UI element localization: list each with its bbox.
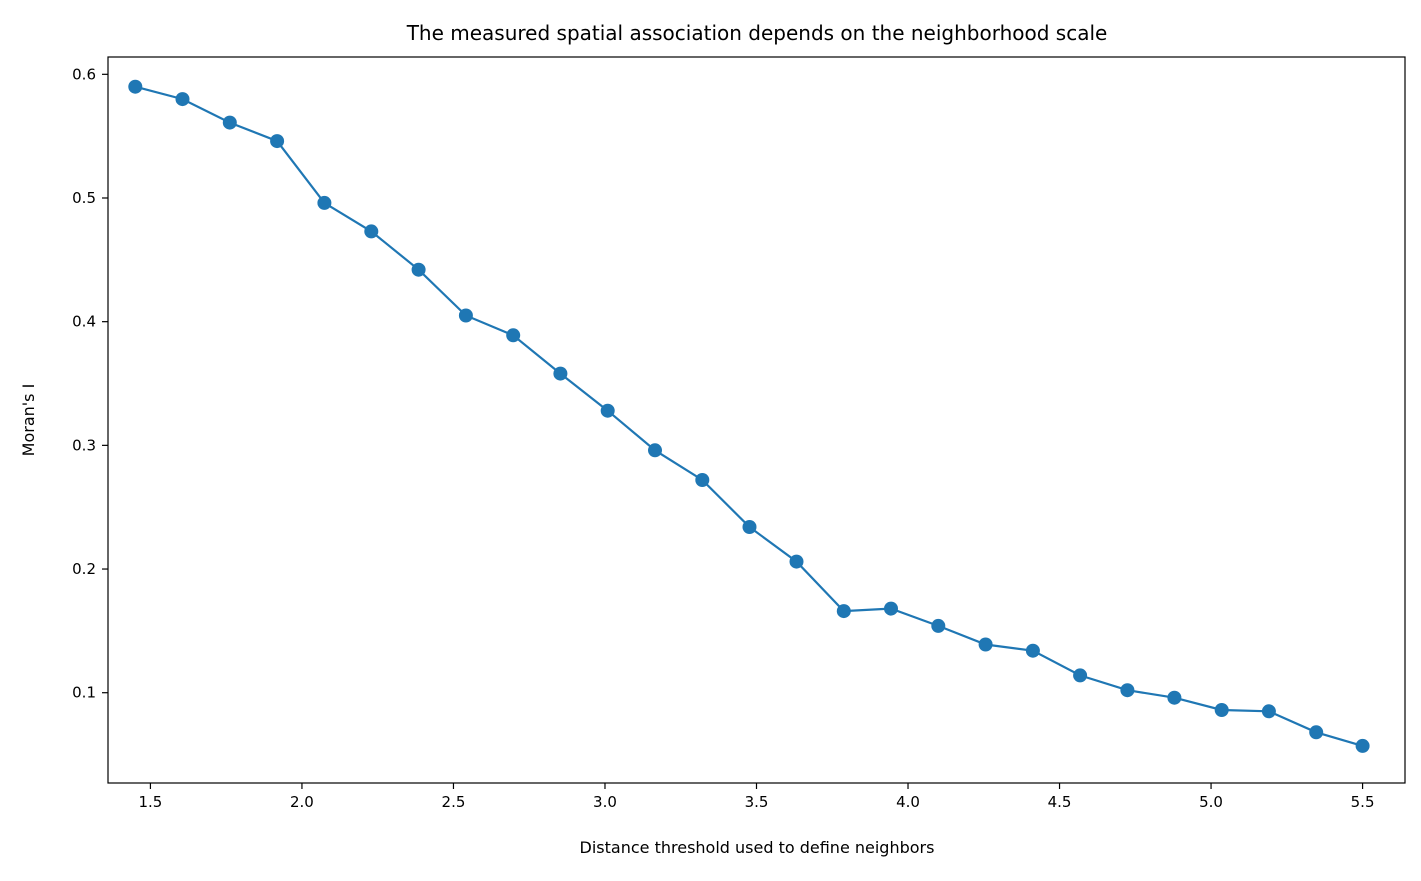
plot-area-frame (107, 56, 1406, 784)
data-point (411, 262, 426, 277)
x-axis-ticks: 1.5 2.0 2.5 3.0 3.5 4.0 4.5 5.0 5.5 (138, 783, 1375, 811)
data-point (128, 79, 143, 94)
data-point (1309, 725, 1324, 740)
y-tick-label: 0.6 (72, 65, 96, 83)
y-tick-label: 0.3 (72, 436, 96, 454)
data-point (695, 473, 710, 487)
y-axis-ticks: 0.1 0.2 0.3 0.4 0.5 0.6 (72, 65, 108, 702)
x-tick-label: 2.0 (290, 793, 314, 811)
x-tick-label: 5.0 (1199, 793, 1223, 811)
x-tick-label: 4.5 (1048, 793, 1072, 811)
x-tick-label: 1.5 (138, 793, 162, 811)
y-tick-label: 0.5 (72, 189, 96, 207)
x-tick-label: 3.0 (593, 793, 617, 811)
data-point (648, 443, 662, 458)
x-tick-label: 3.5 (745, 793, 769, 811)
data-point (600, 403, 615, 418)
y-axis-label: Moran's I (19, 384, 38, 457)
data-point (364, 224, 379, 239)
data-point (1261, 704, 1276, 719)
y-tick-label: 0.1 (72, 684, 96, 702)
y-tick-label: 0.2 (72, 560, 96, 578)
chart-title: The measured spatial association depends… (406, 21, 1108, 45)
data-point (175, 92, 190, 107)
data-point (789, 554, 804, 569)
series-points (128, 79, 1370, 753)
x-axis-label: Distance threshold used to define neighb… (580, 838, 935, 857)
data-point (884, 601, 898, 616)
data-point (1120, 683, 1135, 698)
data-point (742, 520, 757, 534)
data-point (317, 195, 332, 210)
series-line (135, 85, 1363, 747)
data-point (1355, 738, 1370, 753)
data-point (836, 604, 851, 619)
data-point (222, 115, 237, 130)
data-point (1214, 703, 1229, 717)
x-tick-label: 5.5 (1351, 793, 1375, 811)
data-point (978, 637, 993, 652)
data-point (506, 328, 521, 343)
data-point (270, 134, 285, 149)
data-point (458, 308, 473, 323)
x-tick-label: 4.0 (896, 793, 920, 811)
data-point (553, 366, 568, 381)
data-point (1025, 643, 1040, 658)
y-tick-label: 0.4 (72, 313, 96, 331)
data-point (1167, 690, 1182, 705)
data-point (931, 618, 946, 633)
data-point (1073, 668, 1088, 683)
x-tick-label: 2.5 (442, 793, 466, 811)
